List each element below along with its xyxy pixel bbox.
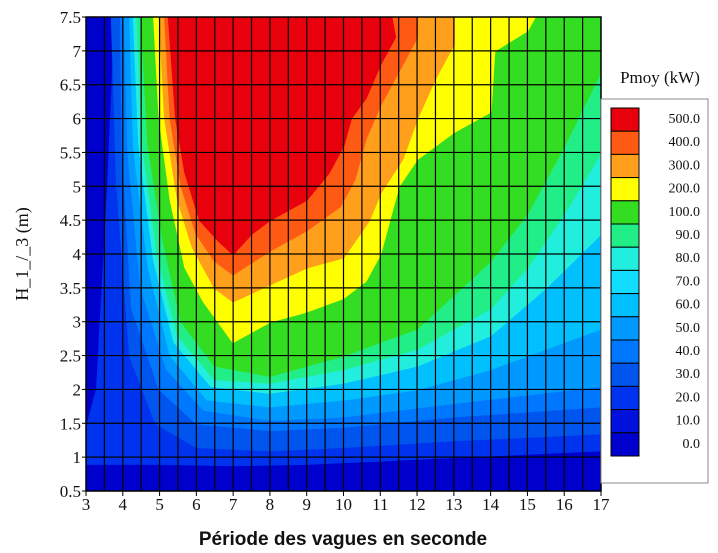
legend-swatch — [610, 200, 640, 225]
x-tick-label: 11 — [372, 495, 388, 514]
y-tick-label: 3.5 — [60, 279, 81, 298]
legend-swatch — [610, 316, 640, 341]
y-tick-label: 1.5 — [60, 414, 81, 433]
legend-label: 50.0 — [676, 321, 701, 336]
y-tick-label: 7 — [73, 42, 82, 61]
legend-label: 300.0 — [669, 158, 701, 173]
grid-layer — [86, 17, 601, 491]
y-tick-label: 4 — [73, 245, 82, 264]
legend-swatch — [610, 246, 640, 271]
x-tick-label: 4 — [119, 495, 128, 514]
x-tick-label: 16 — [556, 495, 573, 514]
legend-swatch — [610, 153, 640, 179]
legend-title: Pmoy (kW) — [620, 68, 700, 87]
x-axis-label: Période des vagues en seconde — [199, 529, 487, 550]
legend-label: 10.0 — [676, 414, 701, 429]
legend-label: 200.0 — [669, 182, 701, 197]
x-tick-label: 12 — [409, 495, 426, 514]
legend-label: 70.0 — [676, 274, 701, 289]
y-tick-label: 6.5 — [60, 76, 81, 95]
x-tick-label: 14 — [482, 495, 500, 514]
y-tick-label: 5 — [73, 177, 82, 196]
y-tick-label: 3 — [73, 313, 82, 332]
legend-swatch — [610, 409, 640, 434]
legend-label: 80.0 — [676, 251, 701, 266]
x-tick-label: 7 — [229, 495, 238, 514]
y-tick-label: 6 — [73, 110, 82, 129]
y-tick-label: 1 — [73, 448, 82, 467]
legend-swatch — [610, 293, 640, 318]
y-tick-label: 2.5 — [60, 347, 81, 366]
legend-swatch — [610, 362, 640, 387]
legend-swatch — [610, 269, 640, 295]
y-tick-label: 0.5 — [60, 482, 81, 501]
y-axis-label: H_1_/_3 (m) — [12, 207, 33, 301]
legend-swatch — [610, 177, 640, 202]
x-tick-label: 15 — [519, 495, 536, 514]
x-tick-label: 3 — [82, 495, 91, 514]
legend-swatches: 500.0 400.0 300.0 200.0 100.0 90.0 80.0 70.0 60.… — [610, 107, 701, 457]
legend-swatch — [610, 223, 640, 248]
legend-swatch — [610, 130, 640, 155]
x-tick-label: 10 — [335, 495, 352, 514]
y-tick-label: 4.5 — [60, 211, 81, 230]
legend-label: 40.0 — [676, 344, 701, 359]
legend-swatch — [610, 339, 640, 364]
legend-label: 500.0 — [669, 112, 701, 127]
legend: 500.0 400.0 300.0 200.0 100.0 90.0 80.0 70.0 60.… — [600, 98, 709, 484]
legend-label: 400.0 — [669, 135, 701, 150]
legend-swatch — [610, 432, 640, 457]
x-tick-label: 6 — [192, 495, 201, 514]
x-tick-label: 13 — [445, 495, 462, 514]
y-tick-labels: 0.5 1 1.5 2 2.5 3 3.5 4 4.5 5 5.5 6 6.5 7 7.5 — [60, 8, 86, 501]
legend-label: 20.0 — [676, 390, 701, 405]
legend-swatch — [610, 107, 640, 132]
legend-label: 100.0 — [669, 205, 701, 220]
y-tick-label: 2 — [73, 380, 82, 399]
legend-label: 60.0 — [676, 298, 701, 313]
x-tick-label: 17 — [593, 495, 611, 514]
y-tick-label: 5.5 — [60, 143, 81, 162]
x-tick-label: 8 — [266, 495, 275, 514]
legend-label: 30.0 — [676, 367, 701, 382]
x-tick-labels: 3 4 5 6 7 8 9 10 11 12 13 14 15 16 17 — [82, 491, 610, 514]
legend-swatch — [610, 385, 640, 411]
legend-label: 90.0 — [676, 228, 701, 243]
x-tick-label: 5 — [155, 495, 164, 514]
x-tick-label: 9 — [302, 495, 311, 514]
y-tick-label: 7.5 — [60, 8, 81, 27]
legend-label: 0.0 — [683, 437, 701, 452]
